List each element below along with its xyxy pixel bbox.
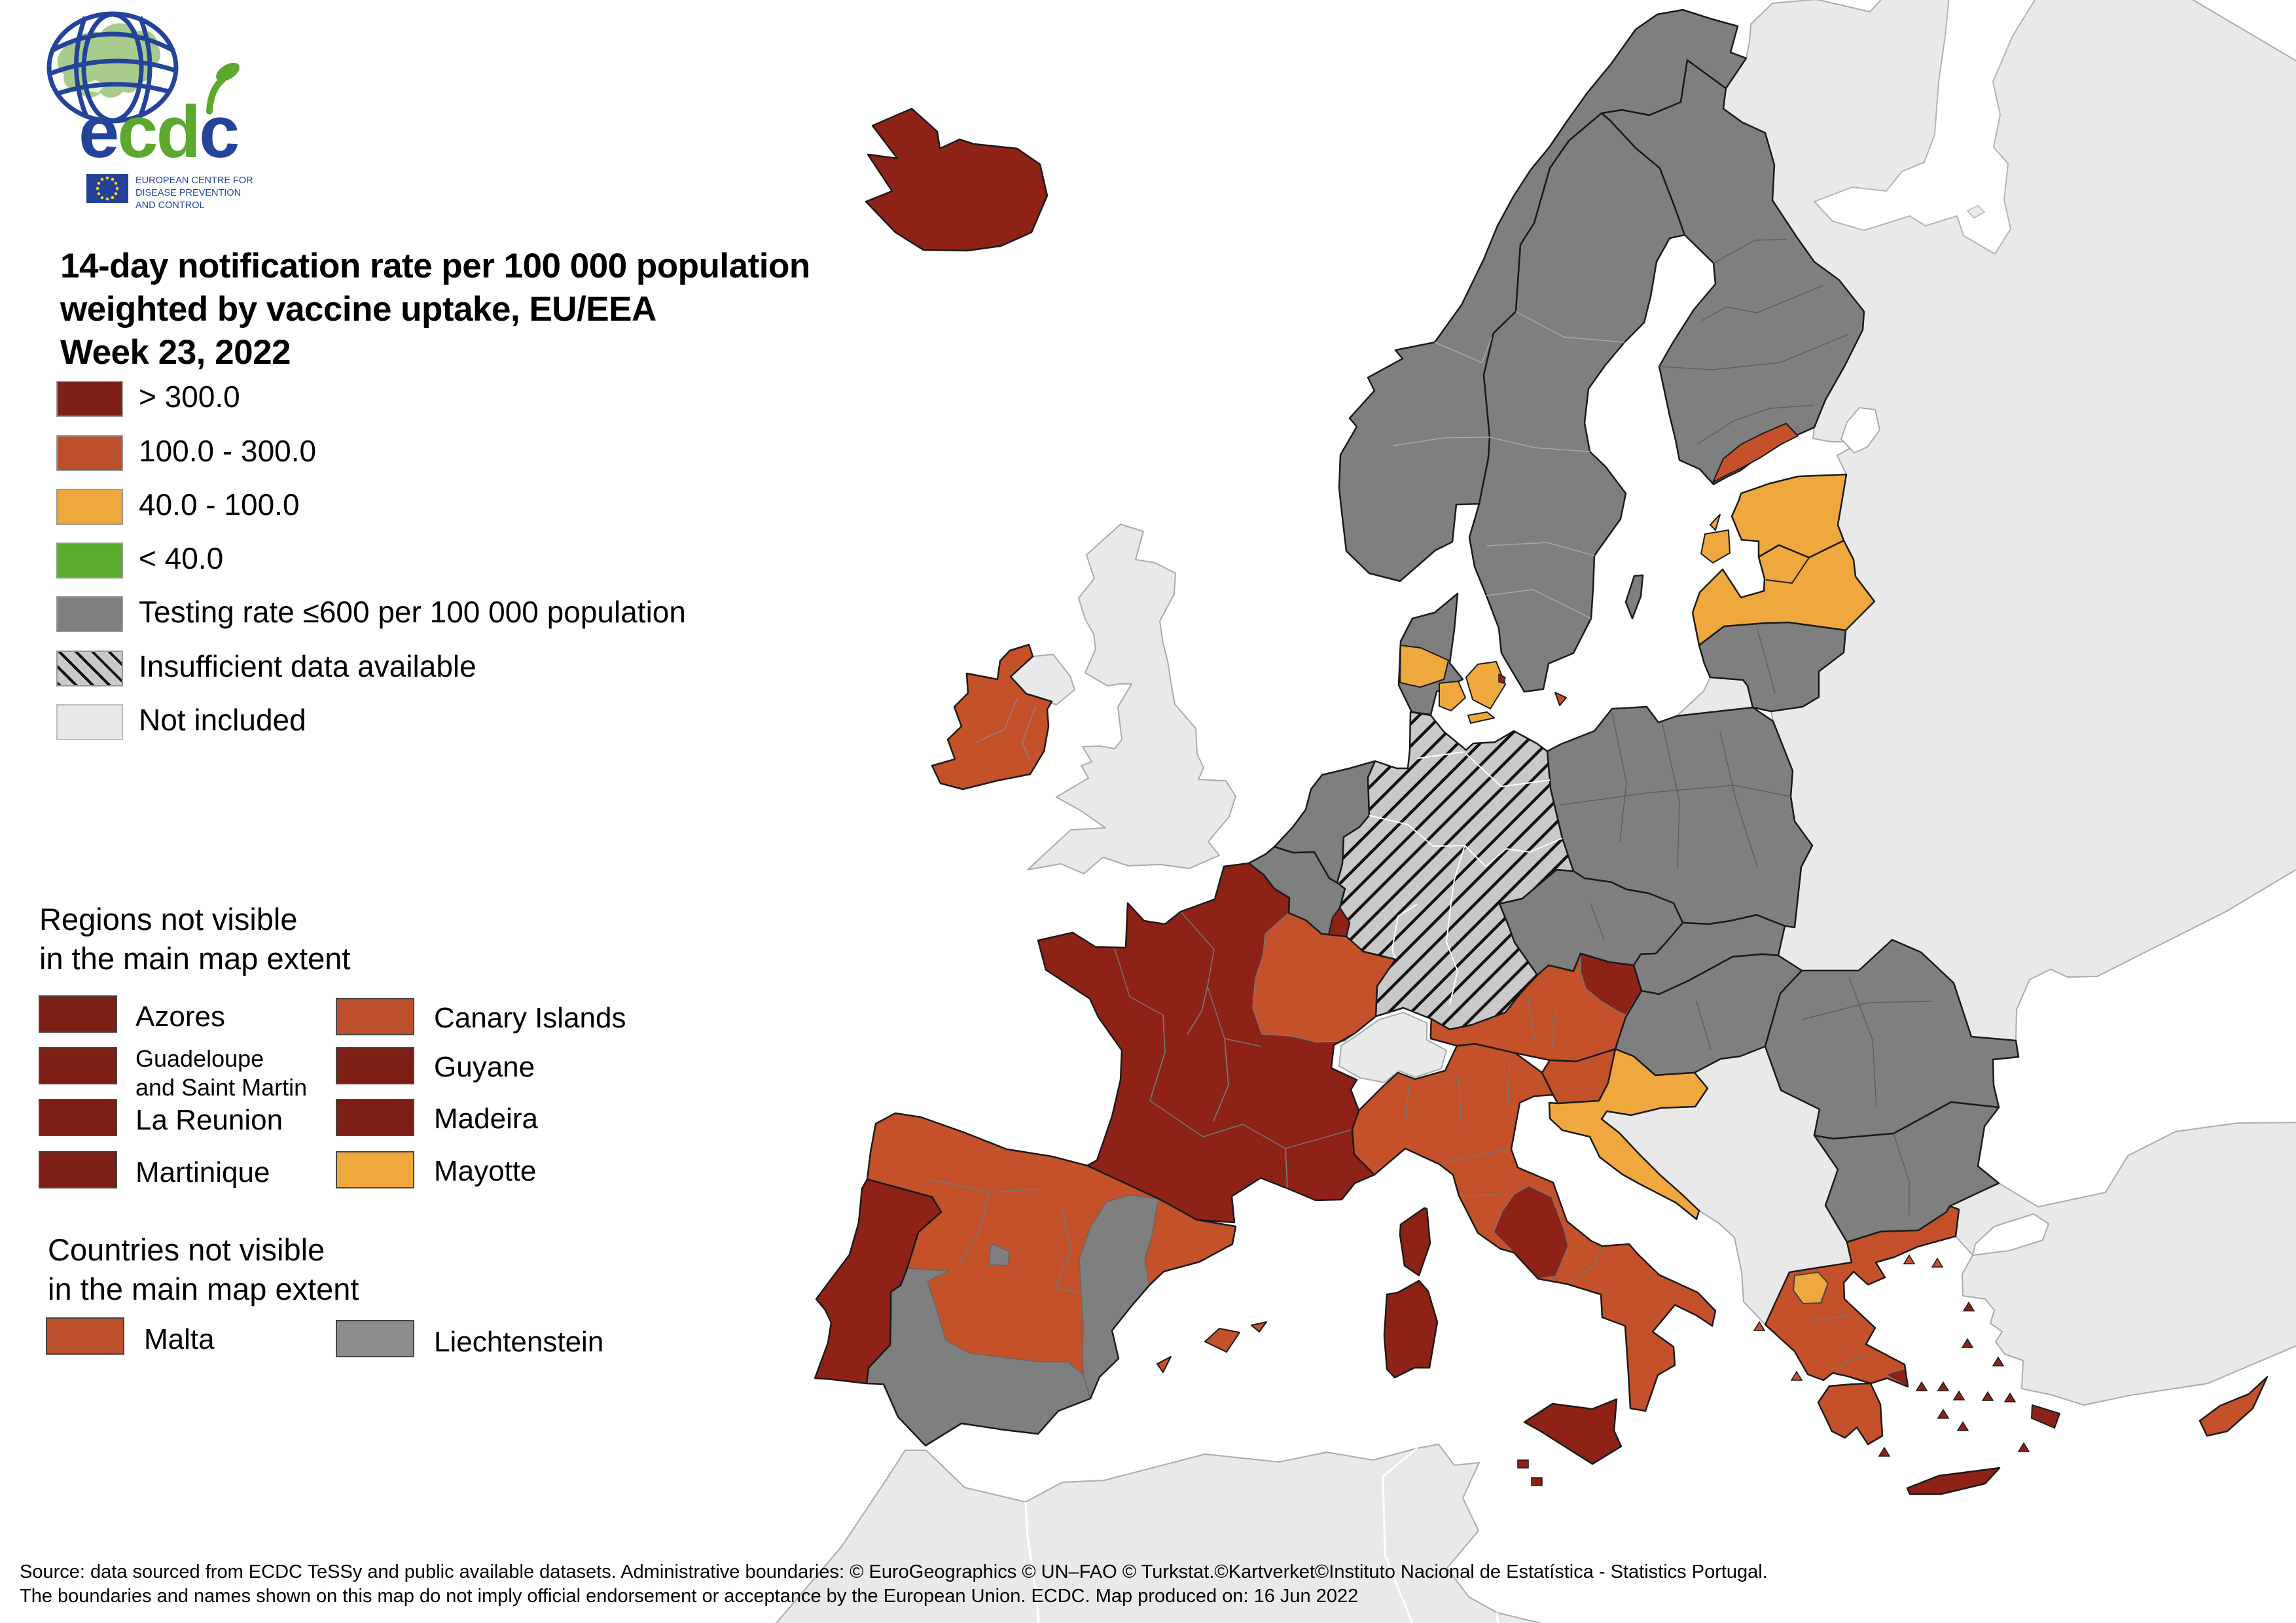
svg-text:AND CONTROL: AND CONTROL	[135, 200, 205, 211]
svg-text:EUROPEAN CENTRE FOR: EUROPEAN CENTRE FOR	[135, 175, 253, 186]
svg-text:ecdc: ecdc	[79, 91, 238, 173]
svg-text:DISEASE PREVENTION: DISEASE PREVENTION	[135, 188, 241, 198]
